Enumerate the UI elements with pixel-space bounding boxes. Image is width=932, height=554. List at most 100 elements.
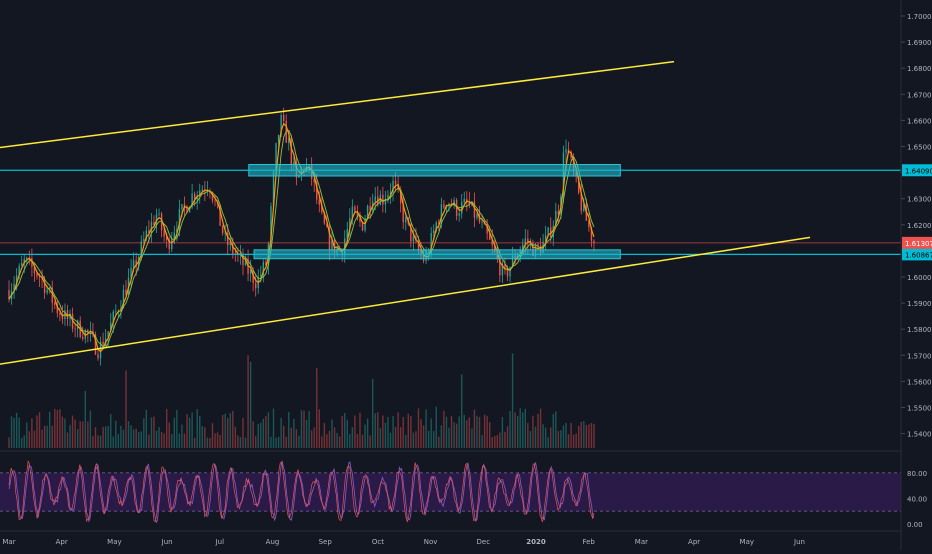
candle bbox=[260, 275, 262, 277]
time-tick-label: Jun bbox=[793, 538, 805, 546]
volume-bar bbox=[402, 416, 404, 448]
volume-bar bbox=[211, 423, 214, 448]
price-tick-label: 1.54000 bbox=[907, 431, 932, 439]
volume-bar bbox=[165, 408, 168, 448]
volume-bar bbox=[183, 433, 186, 448]
candle bbox=[316, 182, 318, 200]
oscillator-axis[interactable]: 80.00 40.00 0.00 bbox=[907, 470, 927, 529]
level-tag-label: 1.60867 bbox=[905, 251, 932, 259]
volume-bar bbox=[539, 408, 542, 448]
volume-bar bbox=[110, 413, 112, 448]
level-tag-2 bbox=[902, 248, 932, 261]
candle bbox=[522, 244, 524, 251]
candle bbox=[417, 240, 420, 251]
candle bbox=[476, 213, 478, 218]
trendline-lower[interactable] bbox=[0, 236, 811, 371]
volume-bar bbox=[120, 425, 122, 448]
volume-bar bbox=[260, 422, 262, 448]
candle bbox=[153, 222, 155, 225]
candle bbox=[196, 195, 198, 200]
candle bbox=[402, 203, 404, 223]
time-tick-label: Apr bbox=[688, 538, 700, 546]
volume-bar bbox=[443, 410, 445, 448]
candle bbox=[349, 218, 351, 230]
price-axis[interactable]: 1.70000 1.69000 1.68000 1.67000 1.66000 1.650… bbox=[900, 0, 932, 550]
price-tick-label: 1.56000 bbox=[907, 378, 932, 386]
volume-bar bbox=[26, 422, 28, 448]
volume-bar bbox=[346, 419, 348, 448]
time-tick-label: 2020 bbox=[526, 538, 546, 546]
candle bbox=[255, 282, 257, 289]
candle bbox=[140, 241, 142, 258]
candle bbox=[369, 205, 371, 210]
candle bbox=[590, 227, 593, 241]
candle bbox=[181, 204, 183, 210]
candle bbox=[463, 198, 465, 203]
price-pane[interactable] bbox=[0, 60, 901, 452]
volume-bar bbox=[145, 409, 148, 448]
volume-bar bbox=[338, 436, 341, 448]
volume-bar bbox=[455, 423, 458, 448]
volume-bar bbox=[288, 411, 290, 448]
oscillator-pane[interactable] bbox=[0, 460, 901, 532]
volume-bar bbox=[499, 432, 501, 448]
volume-bar bbox=[389, 432, 392, 448]
volume-bar bbox=[99, 435, 102, 448]
time-tick-label: Mar bbox=[635, 538, 648, 546]
volume-bar bbox=[84, 390, 86, 448]
volume-bar bbox=[227, 417, 229, 448]
candle bbox=[547, 227, 549, 236]
volume-bar bbox=[143, 418, 145, 448]
volume-bar bbox=[56, 409, 59, 448]
volume-bar bbox=[8, 437, 10, 448]
volume-bar bbox=[364, 424, 366, 448]
volume-bar bbox=[374, 413, 376, 448]
volume-bar bbox=[150, 417, 153, 448]
candle bbox=[440, 204, 443, 225]
candle bbox=[21, 263, 23, 266]
candle bbox=[499, 258, 501, 276]
volume-bar bbox=[453, 422, 455, 448]
candle bbox=[277, 134, 280, 143]
volume-bar bbox=[148, 434, 150, 448]
candle bbox=[31, 258, 33, 267]
candle bbox=[399, 189, 402, 204]
candle bbox=[178, 209, 181, 230]
candle bbox=[379, 194, 382, 205]
volume-bar bbox=[300, 410, 303, 448]
price-tick-label: 1.67000 bbox=[907, 91, 932, 99]
candle bbox=[102, 341, 104, 346]
volume-bar bbox=[107, 426, 109, 448]
volume-bar bbox=[516, 415, 519, 448]
volume-bar bbox=[331, 419, 333, 448]
candle bbox=[387, 194, 389, 200]
candle bbox=[524, 238, 526, 245]
volume-bar bbox=[430, 418, 432, 448]
volume-bar bbox=[420, 419, 422, 448]
volume-bar bbox=[204, 427, 206, 448]
volume-bar bbox=[272, 408, 275, 448]
candle bbox=[18, 265, 20, 276]
candle bbox=[13, 283, 15, 291]
candle bbox=[94, 334, 97, 355]
candle bbox=[132, 260, 135, 268]
candle bbox=[171, 239, 173, 250]
candle bbox=[26, 257, 28, 259]
time-axis[interactable]: Mar Apr May Jun Jul Aug Sep Oct Nov Dec 2020 Feb Mar… bbox=[2, 538, 805, 546]
candle bbox=[412, 236, 415, 242]
volume-bar bbox=[242, 417, 244, 448]
volume-bar bbox=[466, 420, 468, 448]
volume-bar bbox=[527, 423, 529, 448]
volume-bar bbox=[552, 414, 554, 448]
volume-bar bbox=[359, 412, 361, 448]
candle bbox=[394, 180, 397, 184]
time-tick-label: Jul bbox=[215, 538, 225, 546]
volume-bar bbox=[59, 409, 61, 448]
candle bbox=[82, 336, 84, 339]
volume-bar bbox=[249, 361, 252, 448]
trendline-upper[interactable] bbox=[0, 60, 675, 153]
volume-bar bbox=[237, 435, 239, 448]
volume-bar bbox=[415, 431, 417, 448]
